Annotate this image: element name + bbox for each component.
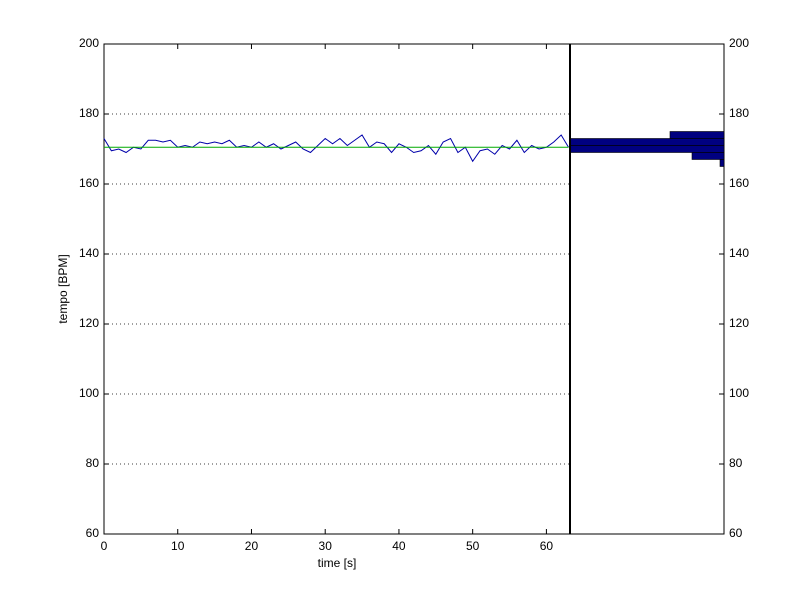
x-tick-label: 40 [392,539,406,553]
y-tick-label: 200 [79,36,99,50]
y-tick-label: 180 [729,106,749,120]
bar [569,145,725,153]
y-tick-label: 160 [79,176,99,190]
y-tick-label: 180 [79,106,99,120]
bar [669,131,725,139]
x-axis-label: time [s] [318,556,357,570]
y-tick-label: 140 [729,246,749,260]
series-line [103,134,569,163]
bar [691,152,725,160]
y-tick-label: 100 [729,386,749,400]
y-tick-label: 120 [79,316,99,330]
y-tick-label: 80 [729,456,743,470]
x-tick-label: 30 [319,539,333,553]
bar [719,159,725,167]
y-axis-label: tempo [BPM] [56,254,70,323]
plot-area [569,43,725,535]
y-tick-label: 200 [729,36,749,50]
y-tick-label: 160 [729,176,749,190]
y-tick-label: 120 [729,316,749,330]
x-tick-label: 50 [466,539,480,553]
y-tick-label: 80 [86,456,100,470]
x-tick-label: 60 [540,539,554,553]
bar [569,138,725,146]
x-tick-label: 0 [101,539,108,553]
y-tick-label: 60 [86,526,100,540]
x-tick-label: 20 [245,539,259,553]
y-tick-label: 140 [79,246,99,260]
y-tick-label: 60 [729,526,743,540]
plot-area [103,43,571,535]
y-tick-label: 100 [79,386,99,400]
x-tick-label: 10 [171,539,185,553]
